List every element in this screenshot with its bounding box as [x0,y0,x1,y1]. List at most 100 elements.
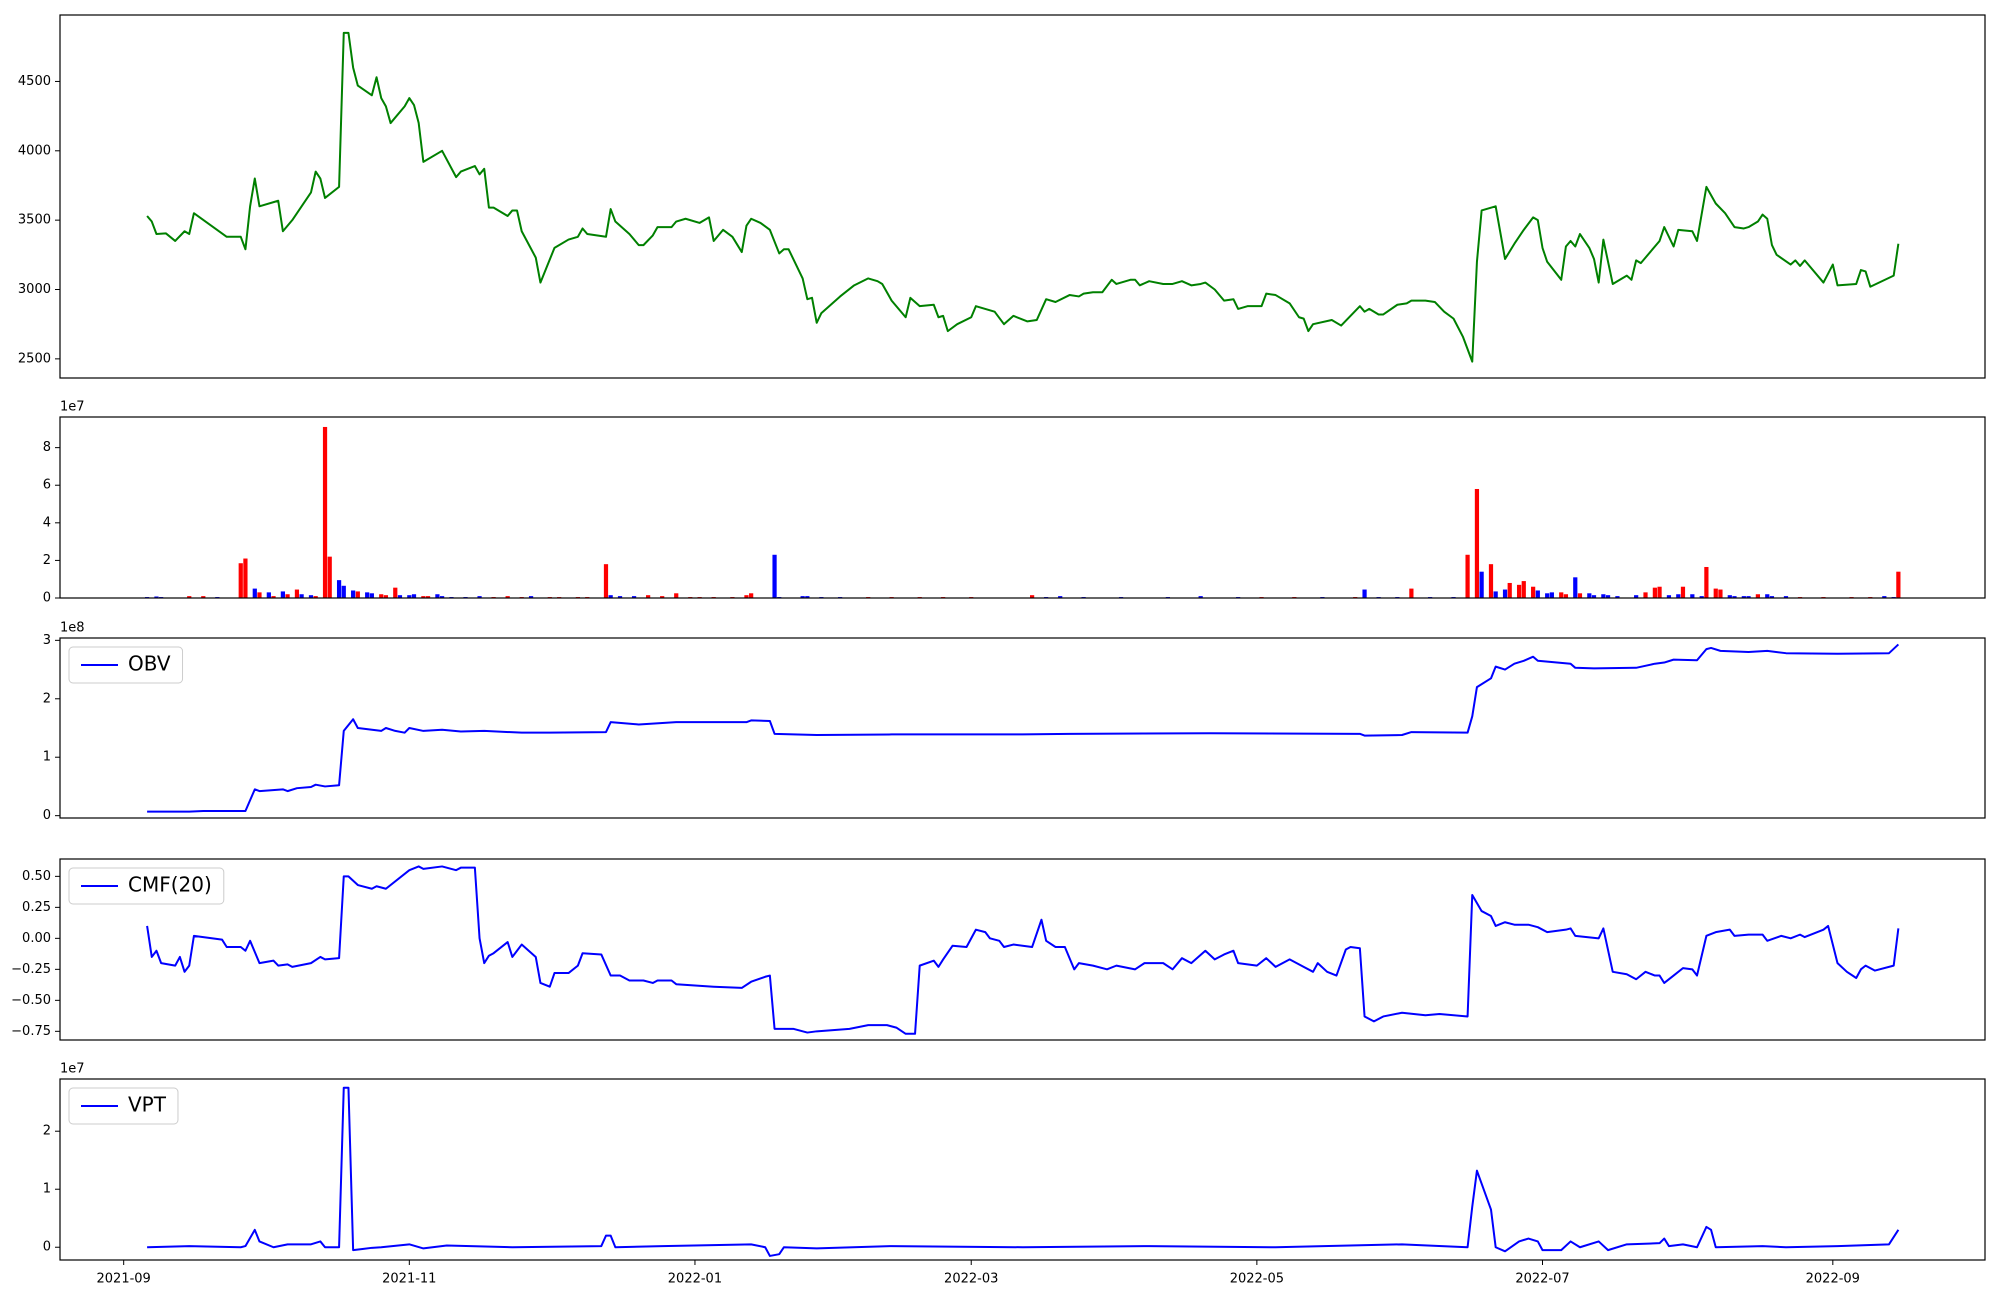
x-tick-label: 2022-07 [1515,1272,1569,1287]
y-tick-label: −0.25 [11,962,51,977]
volume-bar [1198,596,1203,598]
axes-frame [59,416,1986,599]
volume-bar [1713,588,1718,598]
x-tick-label: 2021-11 [382,1272,436,1287]
volume-bar [1652,587,1657,598]
volume-bar [674,593,679,598]
y-tick-label: 0.00 [22,931,51,946]
volume-bar [1657,586,1662,598]
y-tick-label: 3500 [18,213,51,228]
axes-frame [59,14,1986,379]
volume-bar [1680,586,1686,598]
panel: 0 1 2 1e7 2021-09 2021-11 2022-01 2022-03 2022-0… [43,1062,1986,1287]
volume-bar [1666,595,1672,598]
volume-bar [327,556,332,598]
x-tick-label: 2022-01 [668,1272,722,1287]
axes-frame [59,1078,1986,1261]
y-tick-label: 0.50 [22,869,51,884]
volume-bar [411,594,417,598]
legend-box [68,1087,179,1125]
volume-bar [608,595,613,598]
volume-bar [800,596,805,598]
volume-bar [1755,594,1761,598]
volume-bar [383,595,389,598]
volume-bar [421,596,426,598]
axis-offset-label: 1e7 [60,400,85,415]
y-tick-label: 8 [43,440,51,455]
volume-bar [266,592,271,598]
volume-bar [252,588,257,598]
volume-bar [407,595,412,598]
x-tick-label: 2022-09 [1806,1272,1860,1287]
volume-bar [1502,589,1508,598]
data-line [147,643,1900,813]
panel: 0 2 4 6 8 1e7 [43,400,1986,606]
volume-bar [1605,595,1611,598]
legend: OBV [68,646,184,684]
axes-frame [59,637,1986,819]
volume-bar [365,592,370,598]
y-tick-label: −0.75 [11,1024,51,1039]
y-tick-label: 0.25 [22,900,51,915]
volume-bar [1516,584,1522,598]
volume-bar [1362,589,1367,598]
y-tick-label: 4500 [18,74,51,89]
volume-bar [1704,566,1709,598]
data-line [146,31,1900,363]
volume-bar [1474,488,1480,598]
x-tick-label: 2022-05 [1230,1272,1284,1287]
volume-bar [1029,595,1035,598]
legend: CMF(20) [68,867,225,905]
volume-bar [1718,589,1723,598]
volume-bar [1563,594,1569,598]
volume-bar [285,594,290,598]
legend-box [68,867,225,905]
volume-bar [1634,595,1639,598]
volume-bar [435,594,440,598]
y-tick-label: 2 [43,553,51,568]
volume-bar [379,594,384,598]
volume-bar [1507,582,1512,598]
volume-bar [1409,588,1414,598]
data-line [146,865,1900,1035]
legend-box [68,646,184,684]
volume-bar [1559,592,1564,598]
panel: 0.50 0.25 0.00 −0.25 −0.50 −0.75 CMF(20) [11,858,1986,1041]
volume-bar [299,594,304,598]
volume-bar [322,426,328,598]
volume-bar [393,587,398,598]
y-tick-label: 6 [43,478,51,493]
y-tick-label: 3000 [18,282,51,297]
y-tick-label: 0 [43,808,51,823]
volume-bar [1769,596,1775,598]
volume-bar [154,596,159,598]
volume-bar [660,596,665,598]
volume-bar [1577,593,1583,598]
volume-bar [1573,577,1578,598]
volume-bar [617,596,623,598]
volume-bar [238,563,243,598]
volume-bar [1690,594,1695,598]
axes-frame [59,858,1986,1041]
volume-bar [1615,596,1620,598]
y-tick-label: 0 [43,1240,51,1255]
volume-bar [646,595,651,598]
y-tick-label: 3 [43,633,51,648]
data-line [147,1086,1900,1257]
volume-bar [1058,596,1063,598]
volume-bar [1783,596,1789,598]
volume-bar [749,593,754,598]
volume-bar [351,590,356,598]
x-tick-label: 2021-09 [97,1272,151,1287]
volume-bar [1643,592,1648,598]
volume-bar [397,595,403,598]
volume-bar [1732,596,1737,598]
volume-bar [1699,596,1704,598]
y-tick-label: 1 [43,750,51,765]
volume-bar [1896,571,1901,598]
panel: 0 1 2 3 1e8 OBV [43,621,1986,823]
volume-bar [294,589,300,598]
volume-bar [1591,595,1597,598]
volume-bar [1765,594,1770,598]
